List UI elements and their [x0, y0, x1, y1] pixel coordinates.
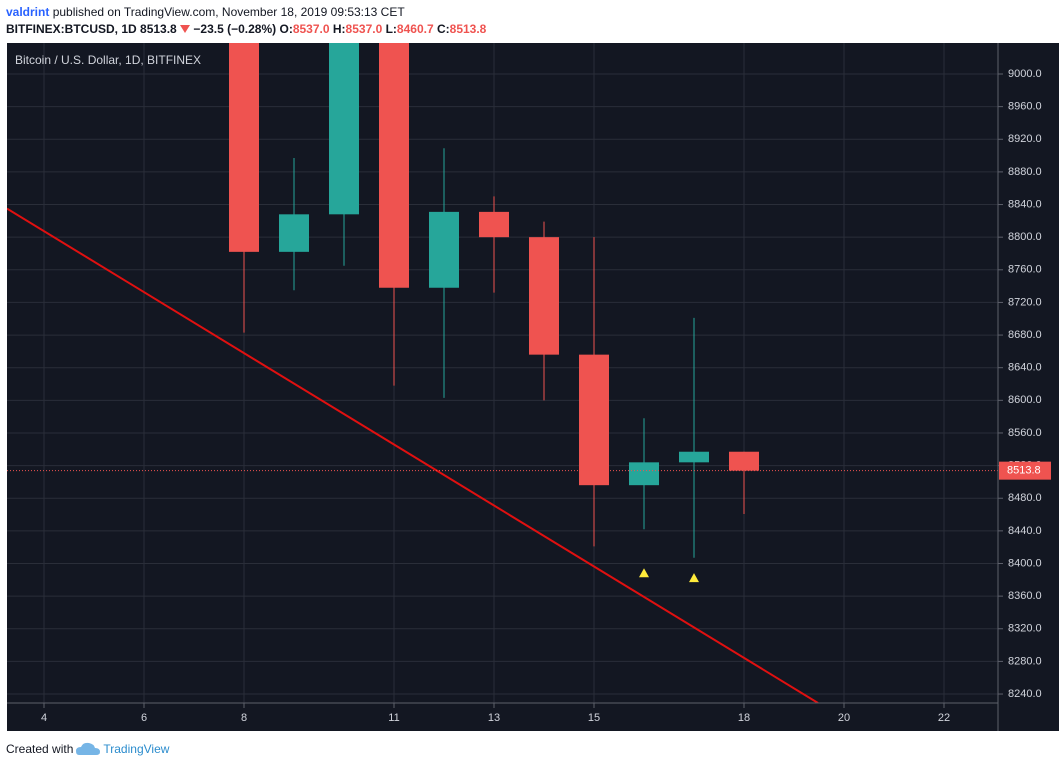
y-tick-label: 8920.0	[1008, 133, 1042, 145]
l-value: 8460.7	[396, 22, 434, 36]
x-tick-label: 4	[41, 712, 47, 724]
y-tick-label: 8640.0	[1008, 362, 1042, 374]
candle-body	[429, 211, 459, 288]
x-tick-label: 18	[738, 712, 750, 724]
symbol: BITFINEX:BTCUSD, 1D	[6, 22, 137, 36]
candle-body	[279, 214, 309, 252]
y-tick-label: 8560.0	[1008, 427, 1042, 439]
candle-body	[579, 354, 609, 486]
y-tick-label: 8280.0	[1008, 655, 1042, 667]
logo	[76, 742, 101, 755]
y-tick-label: 8960.0	[1008, 101, 1042, 113]
y-tick-label: 9000.0	[1008, 68, 1042, 80]
y-tick-label: 8840.0	[1008, 198, 1042, 210]
c-value: 8513.8	[449, 22, 487, 36]
c-label: C:	[436, 22, 450, 36]
marker	[689, 573, 699, 583]
trendline	[7, 207, 819, 703]
y-tick-label: 8600.0	[1008, 394, 1042, 406]
x-tick-label: 11	[388, 712, 399, 724]
marker	[639, 568, 649, 578]
publish-line: valdrint published on TradingView.com, N…	[6, 5, 405, 19]
last-price-label: 8513.8	[1007, 465, 1041, 477]
l-label: L:	[385, 22, 397, 36]
x-tick-label: 20	[838, 712, 850, 724]
y-tick-label: 8680.0	[1008, 329, 1042, 341]
y-tick-label: 8320.0	[1008, 623, 1042, 635]
y-tick-label: 8440.0	[1008, 525, 1042, 537]
o-value: 8537.0	[292, 22, 330, 36]
last-price-box	[999, 461, 1051, 480]
h-value: 8537.0	[345, 22, 383, 36]
x-tick-label: 15	[588, 712, 600, 724]
footer-text: Created with	[6, 742, 74, 756]
x-tick-label: 13	[488, 712, 500, 724]
x-tick-label: 8	[241, 712, 247, 724]
user-link[interactable]: valdrint	[6, 5, 50, 19]
footer: Created with TradingView	[6, 742, 169, 756]
y-tick-label: 8480.0	[1008, 492, 1042, 504]
y-tick-label: 8360.0	[1008, 590, 1042, 602]
candle-body	[329, 43, 359, 215]
chart: 8240.0 8280.0 8320.0 8360.0 8400.0 8440.0 8480…	[7, 43, 1059, 731]
x-tick-label: 22	[938, 712, 950, 724]
candle-body	[479, 211, 509, 238]
chart-legend: Bitcoin / U.S. Dollar, 1D, BITFINEX	[15, 53, 201, 67]
y-tick-label: 8800.0	[1008, 231, 1042, 243]
y-tick-label: 8880.0	[1008, 166, 1042, 178]
candle-body	[379, 43, 409, 288]
chart-background	[7, 43, 1059, 731]
x-tick-label: 6	[141, 712, 147, 724]
candle-body	[629, 462, 659, 486]
candle-body	[679, 451, 709, 463]
candle-body	[529, 237, 559, 355]
y-tick-label: 8240.0	[1008, 688, 1042, 700]
publish-info: published on TradingView.com, November 1…	[52, 5, 405, 19]
change: −23.5 (−0.28%)	[193, 22, 277, 36]
candle-body	[729, 451, 759, 471]
candle-body	[229, 43, 259, 252]
y-tick-label: 8760.0	[1008, 264, 1042, 276]
down-arrow	[180, 25, 191, 33]
ohlc-line: BITFINEX:BTCUSD, 1D 8513.8 −23.5 (−0.28%…	[6, 22, 486, 36]
y-tick-label: 8720.0	[1008, 296, 1042, 308]
o-label: O:	[279, 22, 293, 36]
h-label: H:	[332, 22, 346, 36]
brand[interactable]: TradingView	[103, 742, 170, 756]
price: 8513.8	[140, 22, 177, 36]
y-tick-label: 8400.0	[1008, 557, 1042, 569]
